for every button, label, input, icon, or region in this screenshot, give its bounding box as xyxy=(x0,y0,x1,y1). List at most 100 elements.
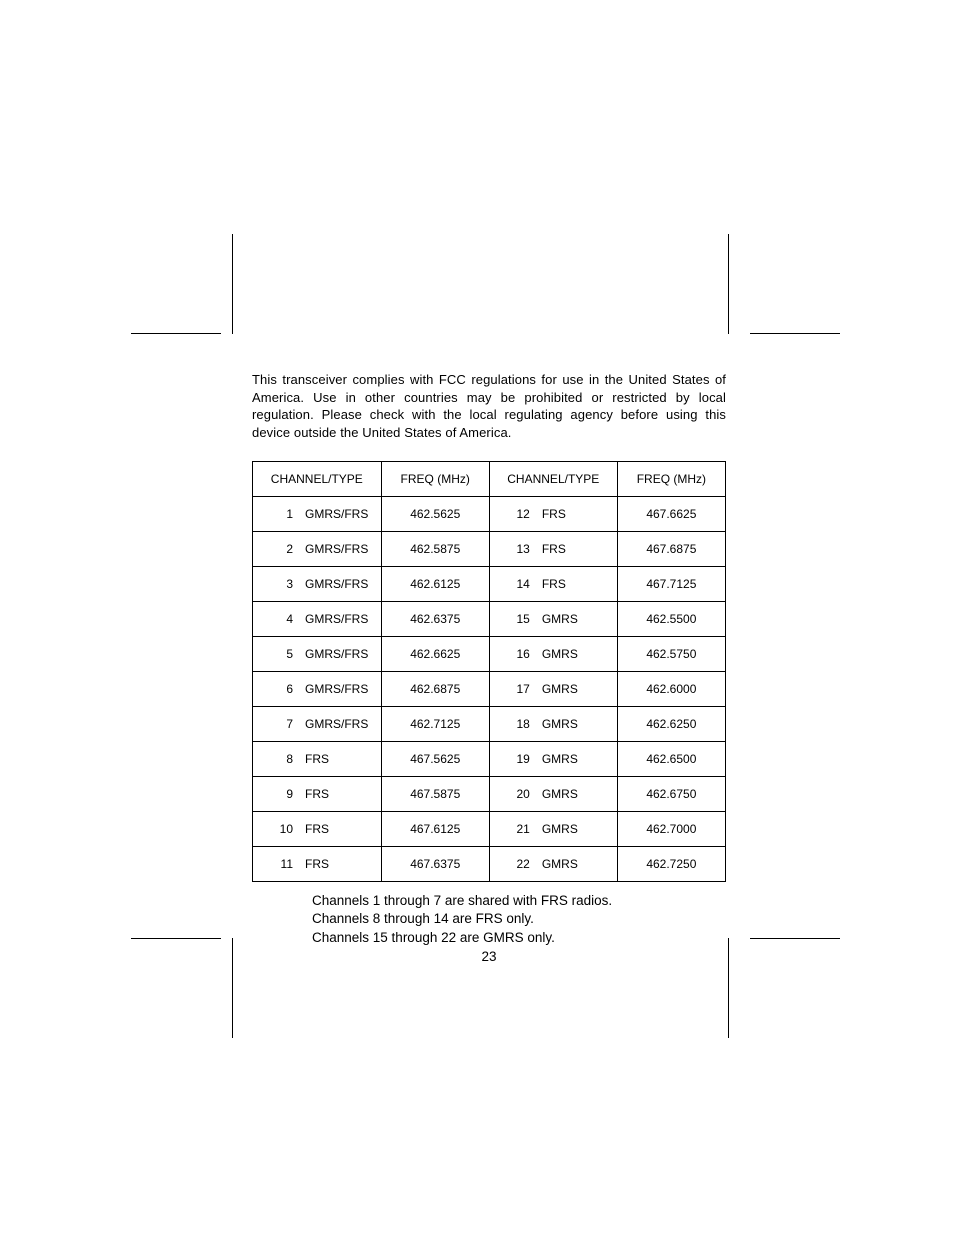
intro-paragraph: This transceiver complies with FCC regul… xyxy=(252,371,726,441)
channel-type-cell: 17GMRS xyxy=(489,672,617,707)
crop-mark xyxy=(131,333,221,334)
freq-cell: 467.6375 xyxy=(381,847,489,882)
channel-type: FRS xyxy=(542,542,566,556)
frequency-table: CHANNEL/TYPE FREQ (MHz) CHANNEL/TYPE FRE… xyxy=(252,461,726,882)
table-row: 2 GMRS/FRS 462.5875 13 FRS 467.6875 xyxy=(253,532,726,567)
table-row: 9 FRS 467.5875 20 GMRS 462.6750 xyxy=(253,777,726,812)
channel-number: 9 xyxy=(271,787,293,801)
channel-type: GMRS/FRS xyxy=(305,507,368,521)
channel-number: 16 xyxy=(508,647,530,661)
footnote-line: Channels 1 through 7 are shared with FRS… xyxy=(312,892,726,910)
crop-mark xyxy=(750,333,840,334)
freq-cell: 462.6875 xyxy=(381,672,489,707)
freq-cell: 467.5625 xyxy=(381,742,489,777)
channel-type: FRS xyxy=(305,822,329,836)
channel-number: 8 xyxy=(271,752,293,766)
channel-number: 12 xyxy=(508,507,530,521)
freq-cell: 462.5750 xyxy=(617,637,725,672)
freq-cell: 462.6125 xyxy=(381,567,489,602)
freq-cell: 467.5875 xyxy=(381,777,489,812)
table-row: 6GMRS/FRS462.687517GMRS462.6000 xyxy=(253,672,726,707)
channel-number: 19 xyxy=(508,752,530,766)
channel-type-cell: 1GMRS/FRS xyxy=(253,497,382,532)
freq-cell: 462.6375 xyxy=(381,602,489,637)
channel-number: 3 xyxy=(271,577,293,591)
channel-number: 5 xyxy=(271,647,293,661)
channel-type: GMRS xyxy=(542,717,578,731)
channel-type-cell: 6GMRS/FRS xyxy=(253,672,382,707)
crop-mark xyxy=(232,234,233,334)
channel-type: FRS xyxy=(542,507,566,521)
channel-type-cell: 14FRS xyxy=(489,567,617,602)
channel-number: 11 xyxy=(271,857,293,871)
freq-cell: 462.7125 xyxy=(381,707,489,742)
channel-type-cell: 20 GMRS xyxy=(489,777,617,812)
channel-number: 7 xyxy=(271,717,293,731)
channel-type-cell: 8FRS xyxy=(253,742,382,777)
freq-cell: 467.7125 xyxy=(617,567,725,602)
channel-type-cell: 4 GMRS/FRS xyxy=(253,602,382,637)
channel-number: 15 xyxy=(508,612,530,626)
freq-cell: 467.6625 xyxy=(617,497,725,532)
page-number: 23 xyxy=(252,949,726,964)
freq-cell: 462.5625 xyxy=(381,497,489,532)
channel-type: GMRS xyxy=(542,647,578,661)
channel-type: GMRS xyxy=(542,787,578,801)
channel-type: FRS xyxy=(542,577,566,591)
channel-type: GMRS/FRS xyxy=(305,542,368,556)
freq-cell: 467.6125 xyxy=(381,812,489,847)
channel-number: 20 xyxy=(508,787,530,801)
freq-cell: 462.7250 xyxy=(617,847,725,882)
page-content: This transceiver complies with FCC regul… xyxy=(252,358,726,964)
channel-type-cell: 19GMRS xyxy=(489,742,617,777)
crop-mark xyxy=(750,938,840,939)
channel-type: GMRS/FRS xyxy=(305,612,368,626)
channel-number: 4 xyxy=(271,612,293,626)
table-row: 7 GMRS/FRS 462.7125 18 GMRS 462.6250 xyxy=(253,707,726,742)
channel-type-cell: 22 GMRS xyxy=(489,847,617,882)
table-row: 8FRS467.562519GMRS462.6500 xyxy=(253,742,726,777)
channel-type-cell: 11 FRS xyxy=(253,847,382,882)
footnote-line: Channels 15 through 22 are GMRS only. xyxy=(312,929,726,947)
channel-number: 13 xyxy=(508,542,530,556)
channel-type-cell: 5GMRS/FRS xyxy=(253,637,382,672)
table-row: 10FRS467.612521GMRS462.7000 xyxy=(253,812,726,847)
channel-type-cell: 18 GMRS xyxy=(489,707,617,742)
channel-type: GMRS xyxy=(542,822,578,836)
header-freq-right: FREQ (MHz) xyxy=(617,462,725,497)
table-header-row: CHANNEL/TYPE FREQ (MHz) CHANNEL/TYPE FRE… xyxy=(253,462,726,497)
channel-number: 18 xyxy=(508,717,530,731)
channel-type-cell: 9 FRS xyxy=(253,777,382,812)
freq-cell: 462.5875 xyxy=(381,532,489,567)
table-row: 11 FRS 467.6375 22 GMRS 462.7250 xyxy=(253,847,726,882)
footnote-line: Channels 8 through 14 are FRS only. xyxy=(312,910,726,928)
freq-cell: 467.6875 xyxy=(617,532,725,567)
crop-mark xyxy=(232,938,233,1038)
channel-type-cell: 10 FRS xyxy=(253,812,382,847)
freq-cell: 462.6250 xyxy=(617,707,725,742)
channel-type: GMRS/FRS xyxy=(305,577,368,591)
channel-type: FRS xyxy=(305,857,329,871)
channel-type: GMRS/FRS xyxy=(305,717,368,731)
channel-type-cell: 21 GMRS xyxy=(489,812,617,847)
table-row: 1GMRS/FRS462.5625 12 FRS 467.6625 xyxy=(253,497,726,532)
channel-number: 21 xyxy=(508,822,530,836)
channel-type: GMRS xyxy=(542,857,578,871)
document-page: This transceiver complies with FCC regul… xyxy=(0,0,954,1235)
table-row: 4 GMRS/FRS 462.6375 15 GMRS 462.5500 xyxy=(253,602,726,637)
crop-mark xyxy=(728,938,729,1038)
channel-type: GMRS xyxy=(542,612,578,626)
channel-type: GMRS/FRS xyxy=(305,682,368,696)
freq-cell: 462.6000 xyxy=(617,672,725,707)
crop-mark xyxy=(728,234,729,334)
channel-number: 22 xyxy=(508,857,530,871)
freq-cell: 462.5500 xyxy=(617,602,725,637)
channel-type: FRS xyxy=(305,787,329,801)
channel-number: 10 xyxy=(271,822,293,836)
header-channel-type-right: CHANNEL/TYPE xyxy=(489,462,617,497)
freq-cell: 462.6750 xyxy=(617,777,725,812)
footnotes: Channels 1 through 7 are shared with FRS… xyxy=(312,892,726,947)
channel-type-cell: 13 FRS xyxy=(489,532,617,567)
channel-number: 2 xyxy=(271,542,293,556)
header-channel-type-left: CHANNEL/TYPE xyxy=(253,462,382,497)
